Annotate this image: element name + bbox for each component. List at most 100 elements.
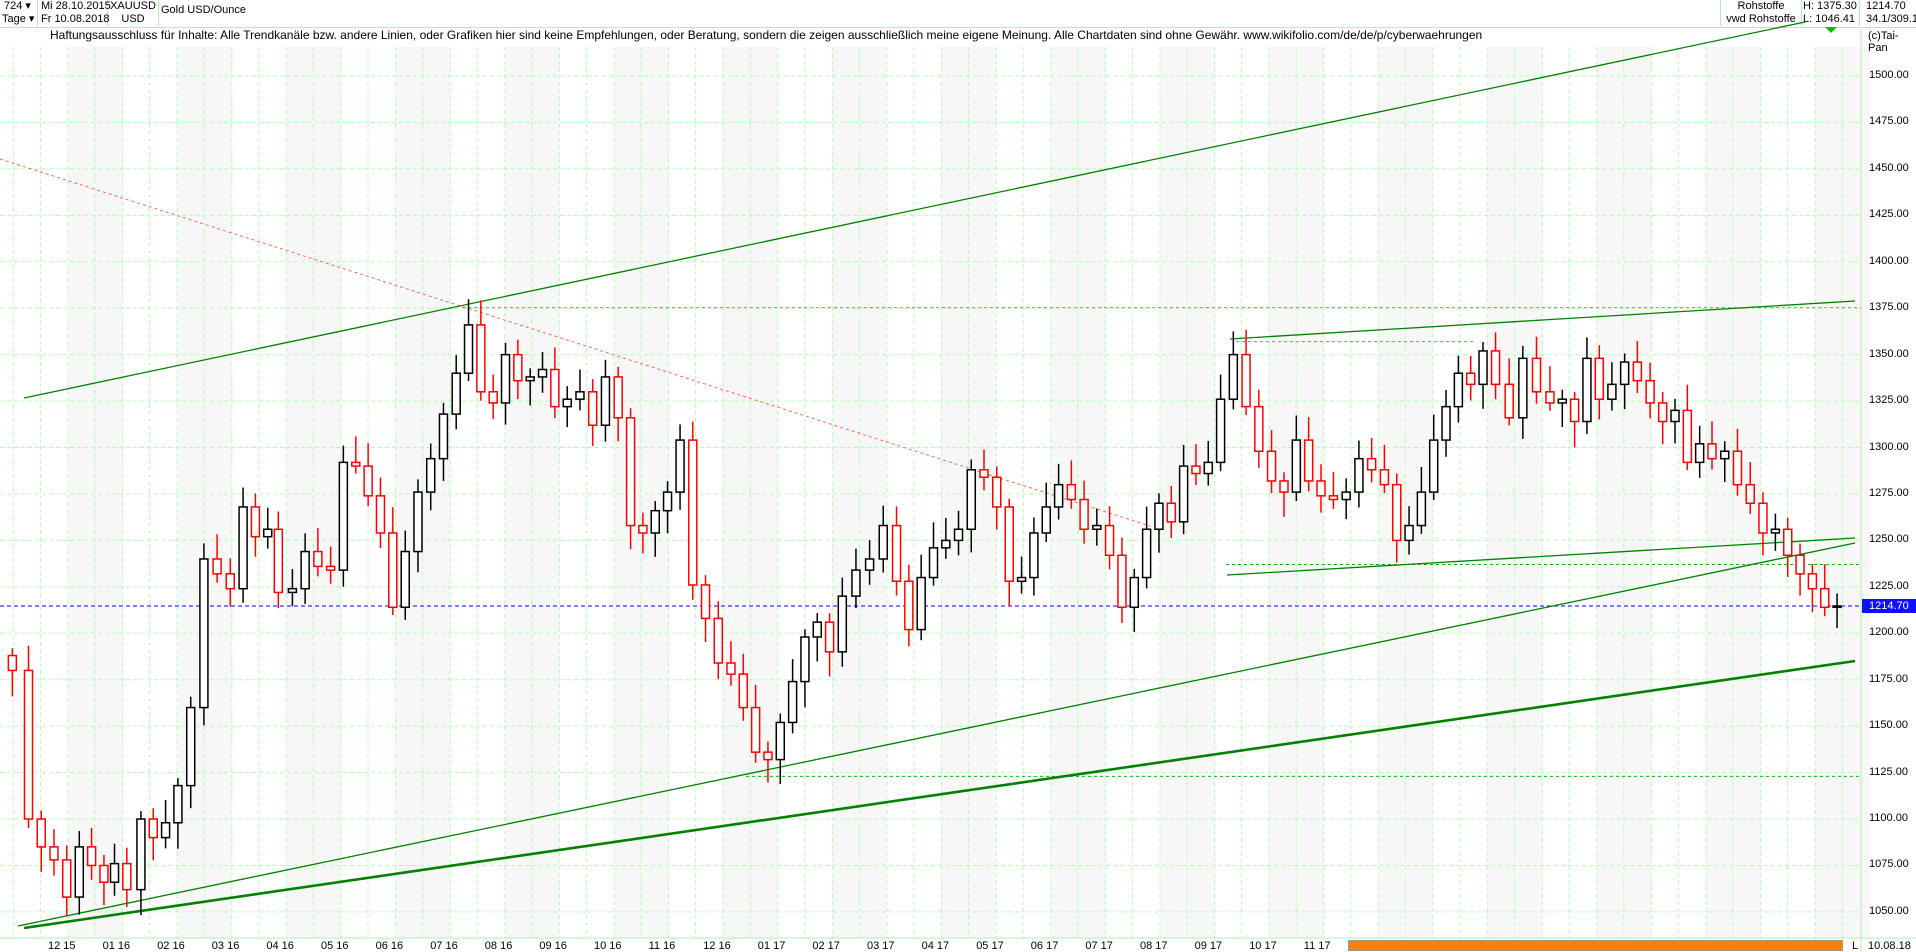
candle-body — [750, 706, 761, 753]
candle-body — [1117, 554, 1127, 609]
candle-body — [941, 539, 951, 549]
candle-body — [587, 391, 598, 426]
y-tick-label: 1325.00 — [1869, 394, 1909, 407]
mode-label[interactable]: L — [1852, 940, 1859, 952]
candle-body — [1619, 361, 1630, 386]
candle-body — [991, 476, 1002, 508]
y-tick-label: 1350.00 — [1869, 347, 1909, 360]
candle-body — [1832, 605, 1842, 609]
candle-body — [49, 846, 59, 861]
candle-body — [1041, 506, 1051, 534]
y-tick-label: 1100.00 — [1869, 812, 1908, 825]
candle-body — [1053, 483, 1064, 508]
candle-body — [488, 391, 498, 404]
candle-body — [1141, 528, 1152, 579]
candle-body — [928, 547, 939, 579]
x-tick-label: 03 16 — [211, 940, 240, 952]
candle-body — [1694, 443, 1705, 464]
marker-triangle-icon — [1825, 27, 1837, 33]
candle-body — [600, 376, 611, 426]
candle-body — [1607, 383, 1617, 400]
candle-body — [109, 862, 120, 883]
last-price-label: 1214.70 — [1862, 598, 1916, 613]
y-tick-label: 1175.00 — [1869, 672, 1908, 685]
candle-body — [438, 413, 449, 460]
y-tick-label: 1150.00 — [1869, 719, 1908, 732]
candle-body — [1316, 480, 1326, 497]
candle-body — [160, 822, 171, 839]
high-value: H: 1375.30 — [1800, 0, 1860, 13]
last-value: 1214.70 — [1866, 0, 1906, 12]
y-tick-label: 1400.00 — [1869, 254, 1909, 267]
extra-value: 34.1/309.1 — [1866, 13, 1916, 25]
symbol: XAUUSD — [108, 0, 159, 13]
candle-body — [1366, 457, 1377, 471]
candle-body — [763, 751, 773, 761]
candle-body — [525, 376, 535, 382]
candle-body — [1241, 353, 1251, 408]
candle-body — [1682, 409, 1693, 464]
candle-body — [625, 417, 636, 527]
candle-body — [1758, 502, 1768, 534]
candle-body — [363, 465, 373, 497]
x-tick-label: 10 16 — [594, 940, 622, 952]
candle-body — [1416, 491, 1427, 527]
candle-body — [1478, 350, 1488, 386]
candle-body — [800, 636, 810, 683]
y-tick-label: 1450.00 — [1869, 161, 1909, 174]
x-tick-label: 11 16 — [648, 940, 676, 952]
candle-body — [1632, 361, 1643, 382]
candle-body — [1254, 405, 1264, 452]
candle-body — [1354, 457, 1364, 493]
upper-range-line — [1229, 300, 1856, 340]
x-tick-label: 06 16 — [375, 940, 404, 952]
candle-body — [238, 506, 248, 590]
candle-body — [700, 584, 711, 620]
candle-body — [1266, 450, 1277, 482]
candle-body — [313, 550, 323, 568]
candle-body — [787, 680, 798, 724]
candle-body — [173, 784, 183, 824]
x-tick-label: 02 16 — [157, 940, 185, 952]
candle-body — [1819, 587, 1830, 609]
candle-body — [979, 469, 989, 478]
candle-body — [904, 580, 914, 631]
candle-body — [1079, 498, 1089, 531]
candle-body — [688, 439, 698, 586]
candle-body — [613, 376, 623, 419]
candle-body — [1004, 506, 1014, 583]
category: Rohstoffe — [1720, 0, 1802, 13]
candle-body — [250, 506, 261, 538]
x-tick-label: 07 17 — [1085, 940, 1113, 952]
lower-range-line — [1226, 537, 1856, 576]
candle-body — [1215, 398, 1226, 464]
candle-body — [262, 528, 273, 538]
y-tick-label: 1200.00 — [1869, 626, 1909, 639]
candle-body — [1770, 528, 1781, 534]
candle-body — [273, 528, 284, 594]
period-select[interactable]: Tage ▾ — [0, 13, 38, 26]
candle-body — [1707, 443, 1717, 460]
candle-body — [1545, 391, 1555, 404]
bars-count: 724 — [4, 0, 23, 12]
y-tick-label: 1300.00 — [1869, 440, 1909, 453]
candle-body — [1228, 353, 1239, 400]
candle-body — [1782, 528, 1793, 557]
dropdown-arrow-icon: ▾ — [28, 13, 35, 25]
candle-body — [1291, 439, 1302, 493]
bars-count-select[interactable]: 724 ▾ — [0, 0, 38, 13]
y-tick-label: 1225.00 — [1869, 579, 1909, 592]
highlight-range-bar[interactable] — [1348, 940, 1843, 951]
candle-body — [1569, 398, 1580, 423]
candle-body — [864, 558, 875, 571]
candle-body — [1391, 483, 1402, 542]
y-tick-label: 1125.00 — [1869, 765, 1908, 778]
candle-body — [1066, 483, 1077, 501]
candle-body — [36, 818, 46, 848]
x-tick-label: 02 17 — [812, 940, 840, 952]
candle-body — [1166, 502, 1177, 523]
x-tick-label: 08 17 — [1140, 940, 1168, 952]
candle-body — [300, 550, 310, 590]
candle-body — [74, 846, 85, 898]
x-tick-label: 10 17 — [1249, 940, 1277, 952]
